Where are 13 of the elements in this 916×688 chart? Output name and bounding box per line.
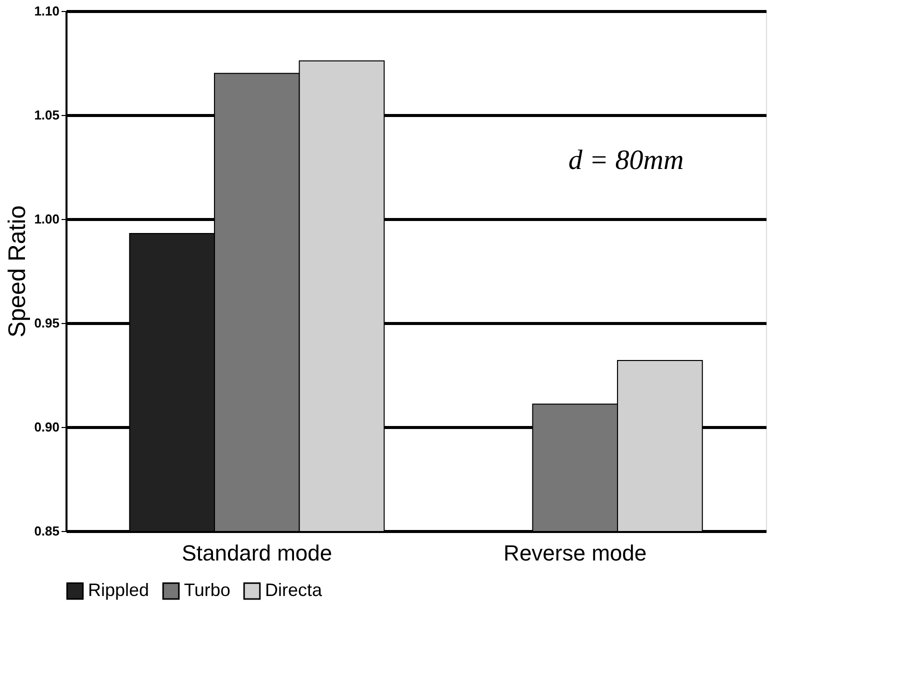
legend-label: Rippled	[88, 580, 150, 600]
y-tick-label: 0.90	[34, 420, 60, 434]
y-tick-label: 0.85	[34, 524, 60, 538]
x-tick-label: Reverse mode	[504, 540, 647, 566]
legend-label: Directa	[265, 580, 324, 600]
y-tick-label: 1.10	[34, 4, 60, 18]
x-tick-label: Standard mode	[182, 540, 332, 566]
legend-label: Turbo	[184, 580, 230, 600]
y-tick-label: 1.05	[34, 108, 60, 122]
y-tick-label: 0.95	[34, 316, 60, 330]
y-tick-label: 1.00	[34, 212, 60, 226]
y-axis-title: Speed Ratio	[4, 205, 32, 338]
annotation: d = 80mm	[568, 145, 684, 176]
